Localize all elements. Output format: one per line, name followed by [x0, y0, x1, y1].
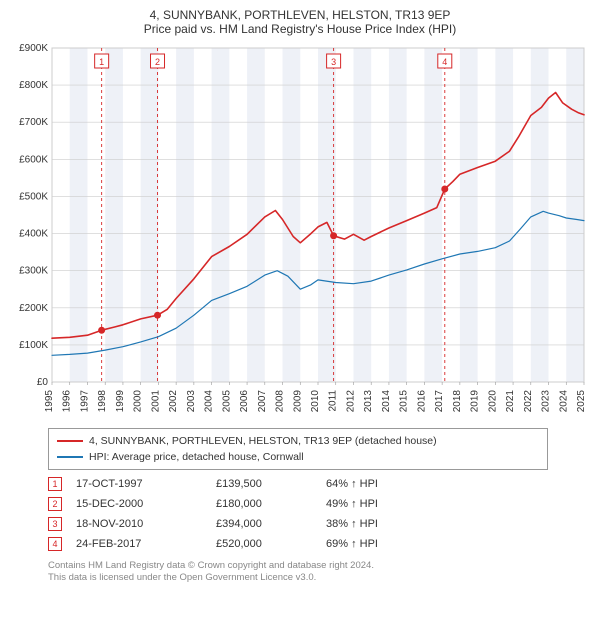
svg-text:£100K: £100K — [19, 340, 48, 351]
svg-text:2016: 2016 — [416, 390, 427, 413]
transaction-marker-number: 1 — [48, 477, 62, 491]
legend-label: HPI: Average price, detached house, Corn… — [89, 451, 304, 463]
svg-text:2020: 2020 — [487, 390, 498, 413]
svg-text:2019: 2019 — [470, 390, 481, 413]
svg-text:2025: 2025 — [576, 390, 587, 413]
chart-title-line1: 4, SUNNYBANK, PORTHLEVEN, HELSTON, TR13 … — [10, 8, 590, 22]
svg-text:£600K: £600K — [19, 154, 48, 165]
svg-text:2021: 2021 — [505, 390, 516, 413]
svg-text:1999: 1999 — [115, 390, 126, 413]
svg-text:£300K: £300K — [19, 266, 48, 277]
transaction-marker-number: 2 — [48, 497, 62, 511]
footnote: Contains HM Land Registry data © Crown c… — [48, 560, 590, 584]
svg-text:2003: 2003 — [186, 390, 197, 413]
svg-text:1996: 1996 — [62, 390, 73, 413]
svg-text:2001: 2001 — [150, 390, 161, 413]
transaction-date: 15-DEC-2000 — [76, 498, 216, 510]
svg-text:1997: 1997 — [79, 390, 90, 413]
svg-text:2023: 2023 — [541, 390, 552, 413]
transaction-marker-number: 4 — [48, 537, 62, 551]
legend-label: 4, SUNNYBANK, PORTHLEVEN, HELSTON, TR13 … — [89, 435, 437, 447]
chart-title-line2: Price paid vs. HM Land Registry's House … — [10, 22, 590, 36]
svg-text:£500K: £500K — [19, 191, 48, 202]
svg-text:2011: 2011 — [328, 390, 339, 412]
transaction-price: £139,500 — [216, 478, 326, 490]
svg-text:2004: 2004 — [204, 390, 215, 413]
svg-text:£400K: £400K — [19, 229, 48, 240]
svg-text:£800K: £800K — [19, 80, 48, 91]
transaction-date: 24-FEB-2017 — [76, 538, 216, 550]
transaction-date: 17-OCT-1997 — [76, 478, 216, 490]
transaction-delta: 38% ↑ HPI — [326, 518, 426, 530]
footnote-line1: Contains HM Land Registry data © Crown c… — [48, 560, 590, 572]
transaction-delta: 69% ↑ HPI — [326, 538, 426, 550]
svg-text:1995: 1995 — [44, 390, 55, 413]
svg-text:1: 1 — [99, 57, 104, 67]
svg-text:2024: 2024 — [558, 390, 569, 413]
svg-text:2015: 2015 — [399, 390, 410, 413]
svg-text:2009: 2009 — [292, 390, 303, 413]
svg-text:2010: 2010 — [310, 390, 321, 413]
svg-text:2022: 2022 — [523, 390, 534, 413]
transaction-delta: 49% ↑ HPI — [326, 498, 426, 510]
transaction-marker-number: 3 — [48, 517, 62, 531]
legend-swatch — [57, 440, 83, 442]
transaction-price: £394,000 — [216, 518, 326, 530]
svg-text:2: 2 — [155, 57, 160, 67]
svg-text:4: 4 — [442, 57, 447, 67]
legend: 4, SUNNYBANK, PORTHLEVEN, HELSTON, TR13 … — [48, 428, 548, 470]
svg-text:2006: 2006 — [239, 390, 250, 413]
svg-text:2008: 2008 — [275, 390, 286, 413]
svg-text:2013: 2013 — [363, 390, 374, 413]
legend-item: 4, SUNNYBANK, PORTHLEVEN, HELSTON, TR13 … — [57, 433, 539, 449]
price-chart: £0 £100K £200K £300K £400K £500K £600K £700K £80… — [10, 42, 590, 422]
transaction-price: £520,000 — [216, 538, 326, 550]
footnote-line2: This data is licensed under the Open Gov… — [48, 572, 590, 584]
transaction-row: 2 15-DEC-2000£180,00049% ↑ HPI — [48, 494, 590, 514]
svg-text:2018: 2018 — [452, 390, 463, 413]
svg-text:2014: 2014 — [381, 390, 392, 413]
svg-text:£900K: £900K — [19, 43, 48, 54]
svg-text:2007: 2007 — [257, 390, 268, 413]
svg-text:£200K: £200K — [19, 303, 48, 314]
svg-text:1998: 1998 — [97, 390, 108, 413]
transaction-row: 1 17-OCT-1997£139,50064% ↑ HPI — [48, 474, 590, 494]
svg-text:2012: 2012 — [345, 390, 356, 413]
svg-text:3: 3 — [331, 57, 336, 67]
transaction-delta: 64% ↑ HPI — [326, 478, 426, 490]
svg-text:£700K: £700K — [19, 117, 48, 128]
transaction-price: £180,000 — [216, 498, 326, 510]
transactions-table: 1 17-OCT-1997£139,50064% ↑ HPI 2 15-DEC-200… — [48, 474, 590, 554]
svg-text:2000: 2000 — [133, 390, 144, 413]
svg-text:2002: 2002 — [168, 390, 179, 413]
legend-swatch — [57, 456, 83, 458]
transaction-row: 4 24-FEB-2017£520,00069% ↑ HPI — [48, 534, 590, 554]
transaction-date: 18-NOV-2010 — [76, 518, 216, 530]
svg-text:£0: £0 — [37, 377, 49, 388]
transaction-row: 3 18-NOV-2010£394,00038% ↑ HPI — [48, 514, 590, 534]
svg-text:2017: 2017 — [434, 390, 445, 413]
legend-item: HPI: Average price, detached house, Corn… — [57, 449, 539, 465]
svg-text:2005: 2005 — [221, 390, 232, 413]
